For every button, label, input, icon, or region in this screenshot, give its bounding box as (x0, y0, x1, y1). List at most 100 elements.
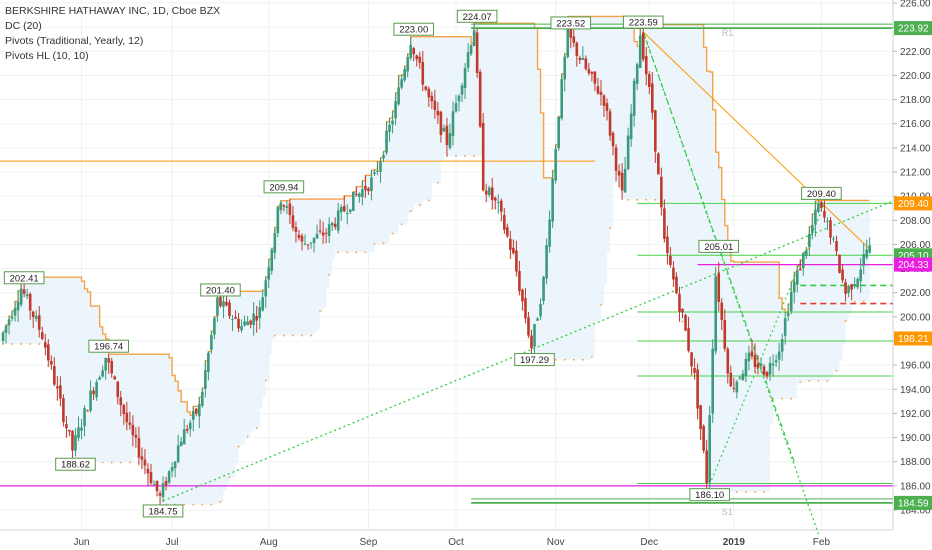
candle-body (753, 355, 757, 368)
pivot-label-box (514, 353, 555, 367)
channel-lower-dot (119, 461, 122, 464)
pivot-label: 197.29 (520, 355, 549, 366)
y-tick-label: 208.00 (900, 216, 931, 227)
channel-lower-dot (772, 397, 774, 400)
candle-body (382, 155, 385, 159)
candle-body (74, 435, 77, 451)
candle-body (19, 288, 23, 305)
pivot-label-box (550, 16, 592, 30)
candle-body (850, 284, 853, 290)
candle-body (611, 132, 615, 147)
channel-lower-dot (853, 300, 856, 303)
candle-body (717, 273, 721, 302)
candle-body (267, 267, 271, 280)
channel-lower-dot (328, 274, 330, 276)
candle-body (427, 88, 431, 98)
y-tick-label: 226.00 (900, 0, 931, 10)
candle-body (143, 459, 147, 466)
x-axis: Jun Jul Aug Sep Oct Nov Dec 2019 Feb (0, 529, 893, 548)
candle-body (228, 302, 231, 317)
candle-body (581, 57, 585, 60)
candle-body (113, 376, 117, 380)
candle-body (593, 71, 597, 84)
channel-lower-dot (844, 320, 847, 322)
candle-body (457, 95, 461, 102)
candle-body (575, 42, 579, 56)
pivot-label: 196.74 (94, 342, 123, 353)
candle-body (632, 80, 636, 116)
candle-body (222, 301, 225, 307)
candle-body (771, 363, 775, 366)
channel-lower-dot (582, 358, 584, 361)
candle-body (77, 427, 80, 438)
candle-body (149, 472, 153, 484)
candle-body (466, 52, 470, 68)
candle-body (795, 270, 799, 285)
pivot-label-box (393, 22, 435, 36)
candle-body (496, 201, 500, 203)
candle-body (439, 111, 443, 135)
candle-body (4, 325, 8, 333)
candle-body (735, 381, 739, 393)
y-tick-label: 186.00 (900, 481, 931, 492)
candle-body (13, 308, 17, 316)
candle-body (832, 238, 835, 240)
candle-body (56, 386, 59, 389)
candle-body (675, 276, 678, 294)
candle-body (436, 110, 440, 116)
candle-body (693, 368, 696, 373)
candle-body (530, 335, 533, 349)
price-badge-label: 205.10 (898, 251, 929, 262)
candle-body (841, 269, 844, 281)
candle-body (373, 172, 376, 174)
channel-lower-dot (355, 251, 358, 254)
candle-body (89, 390, 92, 411)
candle-body (273, 233, 277, 253)
x-tick-label: Dec (640, 537, 658, 548)
candle-body (358, 193, 361, 197)
candle-body (681, 308, 684, 313)
candle-body (572, 36, 576, 43)
candle-body (708, 415, 711, 483)
candle-body (602, 95, 606, 106)
channel-lower-dot (636, 198, 638, 201)
price-badge-label: 198.21 (898, 334, 929, 345)
candle-body (490, 187, 494, 200)
candle-body (339, 206, 343, 213)
pivot-label-box (200, 283, 241, 297)
channel-lower-dot (255, 427, 258, 429)
candle-body (792, 281, 796, 293)
candle-body (596, 86, 600, 94)
channel-lower-dot (11, 343, 13, 345)
candle-body (65, 424, 68, 429)
candle-body (714, 276, 718, 352)
legend-indicator-pivots-hl: Pivots HL (10, 10) (5, 50, 89, 62)
trend-line-down (642, 31, 820, 535)
candle-body (563, 56, 567, 80)
price-badge-label: 204.33 (898, 260, 929, 271)
candle-body (780, 339, 784, 352)
channel-lower-dot (699, 438, 702, 441)
candle-body (219, 296, 222, 307)
pivot-label-box (456, 9, 498, 23)
candle-body (768, 362, 772, 375)
y-axis: 184.00 186.00 188.00 190.00 192.00 194.00 196.… (892, 0, 932, 530)
channel-lower-dot (572, 358, 575, 361)
candle-body (7, 319, 11, 326)
channel-lower-dot (563, 358, 566, 361)
pivot-label-box (622, 15, 664, 29)
candle-body (243, 321, 246, 326)
pivot-label: 209.94 (269, 182, 298, 193)
channel-lower-dot (554, 358, 557, 361)
channel-lower-dot (618, 185, 620, 188)
candle-body (421, 61, 425, 85)
candle-body (225, 301, 228, 306)
candle-body (330, 222, 334, 226)
candle-body (62, 398, 65, 423)
candle-body (128, 422, 132, 425)
candle-body (442, 127, 446, 132)
candle-body (666, 236, 669, 254)
channel-fill (3, 16, 870, 505)
